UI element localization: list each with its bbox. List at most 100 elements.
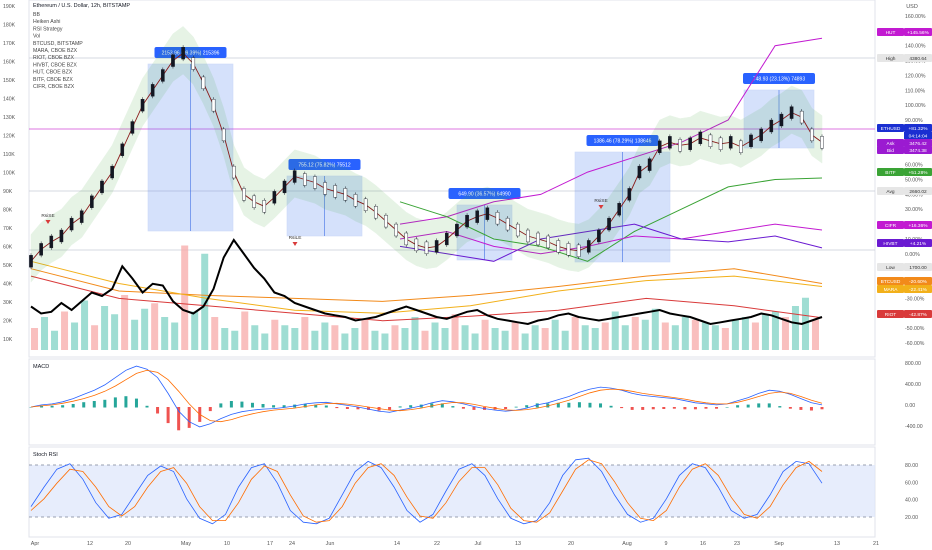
badge-label-bg	[877, 310, 904, 318]
candle-body	[546, 235, 550, 249]
volume-bar	[741, 317, 749, 350]
macd-histogram-bar	[440, 403, 444, 408]
volume-bar	[691, 319, 699, 350]
macd-histogram-bar	[345, 407, 349, 409]
macd-signal-line	[30, 369, 823, 423]
x-axis-tick: 13	[515, 541, 521, 547]
macd-histogram-bar	[630, 407, 634, 410]
volume-bar	[71, 322, 79, 350]
candle-body	[414, 238, 419, 252]
candle-body	[647, 158, 652, 171]
macd-histogram-bar	[820, 407, 824, 410]
macd-tick: 400.00	[905, 382, 921, 388]
candle-body	[191, 57, 196, 70]
volume-bars	[31, 245, 819, 350]
left-axis-tick: 40K	[3, 282, 13, 288]
volume-bar	[91, 325, 99, 350]
volume-bar	[261, 333, 269, 350]
volume-bar	[481, 319, 489, 350]
right-axis-tick: 40.00%	[905, 192, 923, 198]
x-axis-tick: 23	[734, 541, 740, 547]
legend-indicator: BTCUSD, BITSTAMP	[33, 41, 83, 47]
macd-histogram-bar	[525, 405, 529, 408]
volume-bar	[721, 328, 729, 350]
badge-label: HIVBT	[883, 241, 897, 247]
x-axis-tick: 24	[289, 541, 295, 547]
macd-histogram-bar	[145, 405, 149, 408]
candle-body	[221, 128, 226, 142]
candle-body	[485, 207, 490, 220]
candle-body	[475, 210, 480, 223]
stoch-k-line	[30, 457, 823, 525]
candle-body	[739, 140, 743, 153]
macd-histogram-bar	[788, 407, 792, 409]
badge-sub-bg	[904, 132, 932, 139]
badge-value-bg	[904, 146, 932, 154]
macd-histogram-bar	[219, 403, 223, 408]
badge-label-bg	[877, 146, 904, 154]
macd-histogram-bar	[166, 407, 170, 424]
left-axis-tick: 100K	[3, 171, 16, 177]
candle-body	[698, 131, 703, 145]
macd-histogram-bar	[208, 407, 212, 412]
candle-body	[505, 217, 510, 231]
macd-histogram-bar	[50, 405, 54, 408]
badge-label: Low	[886, 265, 895, 271]
candle-body	[607, 217, 611, 231]
macd-histogram-bar	[535, 403, 539, 408]
left-axis-tick: 130K	[3, 115, 16, 121]
candle-body	[282, 180, 287, 194]
right-badges: HUT +145.56% High 4380.64 ETHUSD +81.32% 04:14…	[877, 28, 932, 318]
legend-indicator: Heiken Ashi	[33, 19, 60, 25]
right-axis-tick: 0.00%	[905, 252, 920, 258]
volume-bar	[571, 317, 579, 350]
right-axis-tick: 60.00%	[905, 163, 923, 169]
macd-histogram-bar	[472, 407, 476, 410]
range-box-label-bg	[743, 73, 815, 84]
badge-label: CIFR	[885, 223, 897, 229]
volume-bar	[61, 311, 69, 350]
x-axis-tick: 16	[700, 541, 706, 547]
x-axis-tick: 10	[224, 541, 230, 547]
macd-histogram-bar	[757, 403, 761, 408]
volume-bar	[591, 328, 599, 350]
right-axis-tick: -50.00%	[905, 326, 925, 332]
volume-bar	[141, 308, 149, 350]
badge-label: BTCUSD	[881, 279, 901, 285]
candle-body	[576, 244, 581, 257]
volume-bar	[391, 325, 399, 350]
volume-bar	[251, 325, 259, 350]
right-axis-tick: 120.00%	[905, 73, 926, 79]
badge-value-bg	[904, 139, 932, 147]
volume-bar	[461, 325, 469, 350]
candle-body	[39, 243, 43, 256]
bollinger-band	[30, 26, 823, 283]
volume-bar	[661, 322, 669, 350]
candle-body	[769, 119, 774, 133]
x-axis-tick: 12	[87, 541, 93, 547]
left-axis-tick: 30K	[3, 300, 13, 306]
macd-histogram-bar	[809, 407, 813, 411]
macd-histogram-bar	[134, 398, 138, 408]
volume-bar	[161, 317, 169, 350]
candle-body	[789, 106, 794, 119]
candle-body	[404, 232, 409, 246]
candle-body	[566, 243, 571, 256]
macd-histogram-bar	[356, 407, 360, 410]
legend: Ethereum / U.S. Dollar, 12h, BITSTAMP BB…	[33, 3, 130, 90]
candle-body	[363, 198, 368, 211]
left-axis-tick: 140K	[3, 97, 16, 103]
macd-histogram-bar	[409, 405, 413, 408]
badge-value: 4380.64	[909, 56, 927, 62]
badge-value: -20.60%	[909, 279, 928, 285]
macd-histogram-bar	[388, 407, 392, 410]
volume-bar	[731, 319, 739, 350]
volume-bar	[151, 303, 159, 350]
x-axis-tick: 21	[873, 541, 879, 547]
volume-bar	[101, 306, 109, 350]
macd-histogram-bar	[92, 401, 96, 408]
right-axis-tick: 100.00%	[905, 103, 926, 109]
candle-body	[292, 170, 297, 183]
macd-histogram-bar	[324, 405, 328, 408]
